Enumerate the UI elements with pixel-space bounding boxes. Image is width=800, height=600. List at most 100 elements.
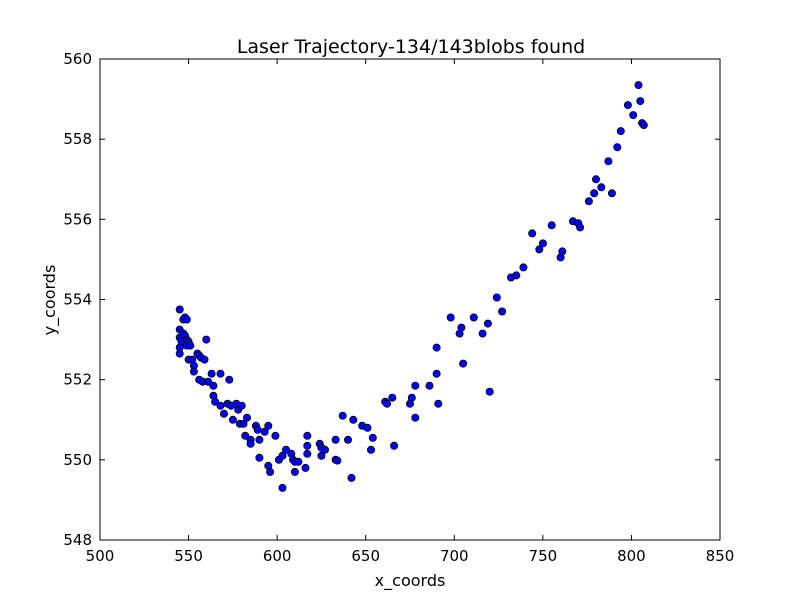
data-point — [592, 175, 601, 184]
data-point — [211, 397, 220, 406]
y-tick-label: 556 — [63, 210, 92, 228]
data-point — [604, 157, 613, 166]
plot-area — [99, 58, 721, 541]
data-point — [432, 369, 441, 378]
data-point — [432, 343, 441, 352]
data-point — [216, 401, 225, 410]
data-point — [483, 319, 492, 328]
data-point — [216, 369, 225, 378]
data-point — [519, 263, 528, 272]
data-point — [303, 449, 312, 458]
data-point — [459, 359, 468, 368]
data-point — [294, 457, 303, 466]
data-point — [204, 377, 213, 386]
data-point — [363, 423, 372, 432]
data-point — [209, 381, 218, 390]
data-point — [219, 409, 228, 418]
data-points — [175, 81, 648, 492]
data-point — [639, 121, 648, 130]
data-point — [616, 127, 625, 136]
data-point — [492, 293, 501, 302]
data-point — [576, 223, 585, 232]
data-point — [528, 229, 537, 238]
data-point — [629, 111, 638, 120]
data-point — [301, 463, 310, 472]
data-point — [613, 143, 622, 152]
x-tick-label: 700 — [440, 547, 469, 565]
data-point — [634, 81, 643, 90]
data-point — [278, 483, 287, 492]
data-point — [411, 413, 420, 422]
data-point — [366, 445, 375, 454]
data-point — [246, 439, 255, 448]
y-tick-label: 554 — [63, 291, 92, 309]
data-point — [388, 393, 397, 402]
y-axis-label: y_coords — [40, 265, 60, 336]
data-point — [207, 369, 216, 378]
data-point — [242, 413, 251, 422]
data-point — [225, 375, 234, 384]
x-tick-label: 800 — [617, 547, 646, 565]
data-point — [411, 381, 420, 390]
data-point — [343, 435, 352, 444]
x-tick-label: 500 — [86, 547, 115, 565]
data-point — [317, 451, 326, 460]
data-point — [390, 441, 399, 450]
data-point — [264, 421, 273, 430]
data-point — [498, 307, 507, 316]
x-tick-label: 850 — [706, 547, 735, 565]
data-point — [590, 189, 599, 198]
x-axis-label: x_coords — [375, 571, 446, 591]
data-point — [547, 221, 556, 230]
y-tick-label: 550 — [63, 451, 92, 469]
data-point — [255, 453, 264, 462]
x-tick-label: 600 — [263, 547, 292, 565]
data-point — [241, 431, 250, 440]
data-point — [333, 456, 342, 465]
x-tick-label: 550 — [174, 547, 203, 565]
data-point — [425, 381, 434, 390]
data-point — [457, 323, 466, 332]
data-point — [535, 245, 544, 254]
y-tick-label: 548 — [63, 531, 92, 549]
y-tick-label: 558 — [63, 130, 92, 148]
data-point — [623, 101, 632, 110]
data-point — [175, 349, 184, 358]
data-point — [253, 425, 262, 434]
y-tick-label: 560 — [63, 50, 92, 68]
data-point — [200, 355, 209, 364]
data-point — [303, 431, 312, 440]
chart-title: Laser Trajectory-134/143blobs found — [237, 36, 585, 58]
data-point — [175, 305, 184, 314]
x-axis: 500 550 600 650 700 750 800 850 — [86, 59, 735, 565]
data-point — [331, 435, 340, 444]
data-point — [338, 411, 347, 420]
data-point — [237, 401, 246, 410]
data-point — [186, 341, 195, 350]
data-point — [485, 387, 494, 396]
x-tick-label: 750 — [529, 547, 558, 565]
data-point — [512, 271, 521, 280]
y-axis: 548 550 552 554 556 558 560 — [63, 50, 720, 549]
data-point — [278, 451, 287, 460]
data-point — [382, 399, 391, 408]
data-point — [303, 441, 312, 450]
data-point — [347, 473, 356, 482]
data-point — [189, 367, 198, 376]
data-point — [597, 183, 606, 192]
data-point — [446, 313, 455, 322]
data-point — [260, 427, 269, 436]
data-point — [266, 467, 275, 476]
data-point — [255, 435, 264, 444]
data-point — [281, 445, 290, 454]
data-point — [239, 419, 248, 428]
data-point — [182, 315, 191, 324]
data-point — [636, 97, 645, 106]
data-point — [434, 399, 443, 408]
data-point — [202, 335, 211, 344]
data-point — [228, 415, 237, 424]
data-point — [469, 313, 478, 322]
data-point — [271, 431, 280, 440]
data-point — [290, 467, 299, 476]
